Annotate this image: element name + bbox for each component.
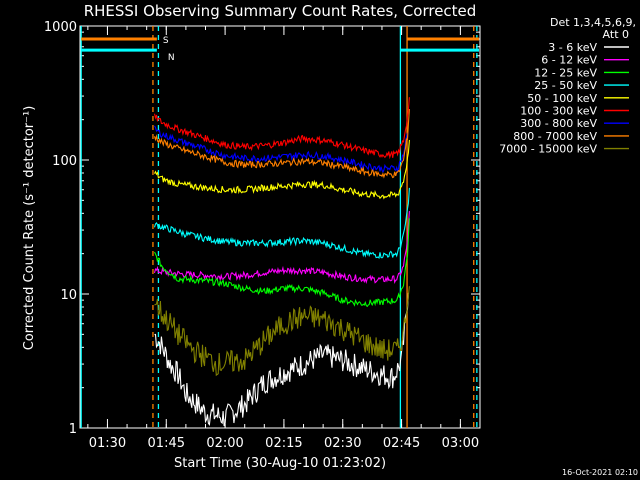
legend-entry-label: 100 - 300 keV [520, 105, 597, 118]
series-line [154, 139, 410, 200]
chart-title: RHESSI Observing Summary Count Rates, Co… [84, 2, 477, 20]
legend-entry-label: 800 - 7000 keV [513, 130, 597, 143]
flag-label: S [163, 36, 169, 46]
x-tick-label: 02:15 [265, 436, 302, 451]
legend-title-line-1: Det 1,3,4,5,6,9, [550, 16, 636, 29]
x-tick-label: 03:00 [442, 436, 479, 451]
series-line [153, 211, 410, 285]
x-tick-label: 02:45 [383, 436, 420, 451]
series-line [153, 108, 410, 179]
series-line [154, 286, 410, 377]
legend-entry-label: 25 - 50 keV [534, 79, 597, 92]
series-line [153, 187, 410, 259]
plot-area: 1 10 100 1000 01:30 01:45 02:00 02:15 02:30 02:45… [44, 20, 629, 451]
x-tick-label: 02:30 [324, 436, 361, 451]
legend-entry-label: 50 - 100 keV [527, 92, 597, 105]
legend-entry-label: 7000 - 15000 keV [499, 143, 597, 156]
x-tick-label: 01:45 [148, 436, 185, 451]
series-line [154, 218, 410, 308]
x-axis-label: Start Time (30-Aug-10 01:23:02) [174, 456, 386, 471]
legend-entry-label: 12 - 25 keV [534, 66, 597, 79]
flag-label: N [168, 53, 175, 63]
y-tick-label: 1 [69, 422, 77, 437]
x-tick-label: 01:30 [89, 436, 126, 451]
footer-timestamp: 16-Oct-2021 02:10 [562, 468, 638, 477]
x-tick-label: 02:00 [206, 436, 243, 451]
series-line [154, 292, 409, 427]
y-axis-label: Corrected Count Rate (s⁻¹ detector⁻¹) [22, 106, 37, 351]
y-tick-label: 100 [52, 154, 77, 169]
series-line [153, 97, 410, 160]
legend-entry-label: 300 - 800 keV [520, 117, 597, 130]
y-tick-label: 1000 [44, 20, 77, 35]
legend-entry-label: 3 - 6 keV [548, 41, 597, 54]
series-line [154, 125, 409, 174]
legend-title-line-2: Att 0 [603, 28, 629, 41]
y-tick-label: 10 [60, 288, 77, 303]
plot-frame [79, 25, 481, 429]
legend-entry-label: 6 - 12 keV [541, 54, 597, 67]
